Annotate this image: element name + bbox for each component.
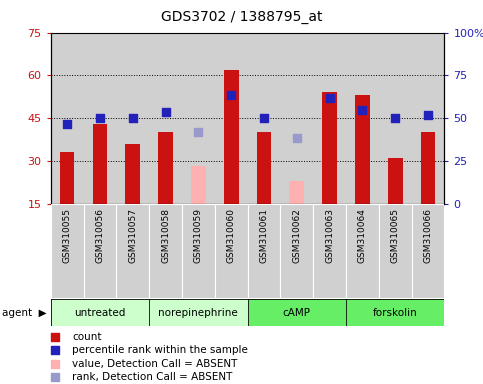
Bar [116,33,149,204]
Point [96,115,104,121]
Bar [313,33,346,204]
Point [358,106,366,113]
Bar [355,95,369,204]
Text: GSM310055: GSM310055 [63,208,71,263]
Text: GSM310058: GSM310058 [161,208,170,263]
Bar [215,204,248,298]
Bar [149,204,182,298]
Bar [248,204,280,298]
Text: GDS3702 / 1388795_at: GDS3702 / 1388795_at [161,10,322,23]
Bar [149,299,248,326]
Text: forskolin: forskolin [373,308,417,318]
Bar [126,144,140,204]
Bar [116,204,149,298]
Bar [421,132,435,204]
Text: GSM310066: GSM310066 [424,208,432,263]
Point [51,361,58,367]
Bar [346,33,379,204]
Bar [412,204,444,298]
Point [129,115,137,121]
Bar [412,33,444,204]
Point [227,92,235,98]
Text: GSM310056: GSM310056 [96,208,104,263]
Text: GSM310060: GSM310060 [227,208,236,263]
Text: agent  ▶: agent ▶ [2,308,47,318]
Bar [289,181,304,204]
Bar [248,33,280,204]
Bar [182,33,215,204]
Bar [51,33,84,204]
Bar [84,204,116,298]
Bar [51,204,84,298]
Text: GSM310057: GSM310057 [128,208,137,263]
Bar [379,204,412,298]
Point [51,347,58,353]
Text: GSM310059: GSM310059 [194,208,203,263]
Text: GSM310062: GSM310062 [292,208,301,263]
Bar [191,167,206,204]
Text: count: count [72,332,102,342]
Point [293,135,300,141]
Point [391,115,399,121]
Point [424,112,432,118]
Bar [182,204,215,298]
Point [51,334,58,340]
Text: rank, Detection Call = ABSENT: rank, Detection Call = ABSENT [72,372,233,382]
Bar [93,124,107,204]
Text: norepinephrine: norepinephrine [158,308,238,318]
Text: GSM310065: GSM310065 [391,208,399,263]
Text: percentile rank within the sample: percentile rank within the sample [72,345,248,355]
Bar [51,299,149,326]
Bar [248,299,346,326]
Bar [379,33,412,204]
Text: untreated: untreated [74,308,126,318]
Text: cAMP: cAMP [283,308,311,318]
Text: GSM310063: GSM310063 [325,208,334,263]
Bar [215,33,248,204]
Bar [280,204,313,298]
Point [260,115,268,121]
Point [326,95,333,101]
Bar [313,204,346,298]
Bar [346,299,444,326]
Bar [256,132,271,204]
Bar [224,70,239,204]
Point [63,121,71,127]
Bar [149,33,182,204]
Bar [60,152,74,204]
Bar [346,204,379,298]
Text: value, Detection Call = ABSENT: value, Detection Call = ABSENT [72,359,238,369]
Bar [388,158,402,204]
Bar [84,33,116,204]
Bar [158,132,173,204]
Text: GSM310061: GSM310061 [259,208,269,263]
Text: GSM310064: GSM310064 [358,208,367,263]
Bar [322,93,337,204]
Point [195,129,202,136]
Point [162,109,170,116]
Bar [280,33,313,204]
Point [51,374,58,380]
